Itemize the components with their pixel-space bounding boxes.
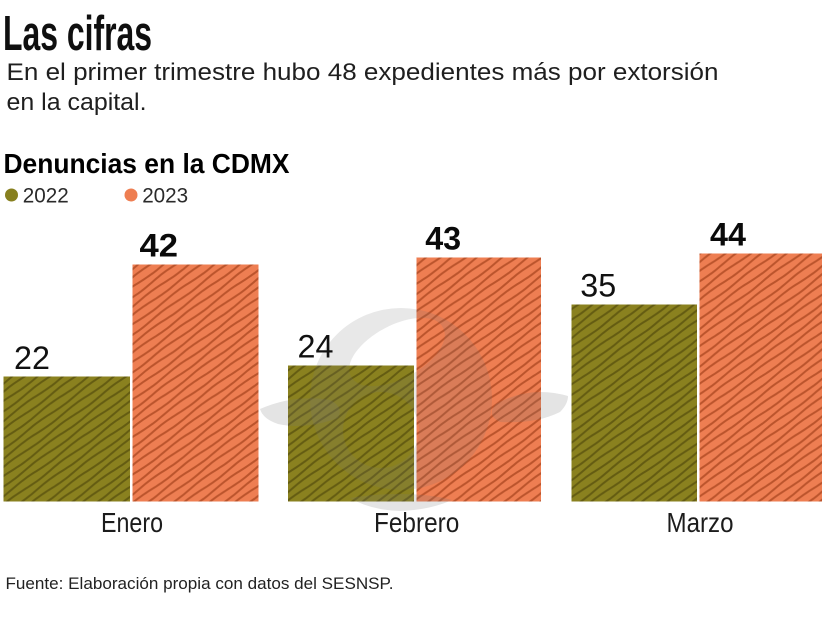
svg-text:En el primer trimestre hubo 48: En el primer trimestre hubo 48 expedient… bbox=[7, 59, 719, 86]
svg-text:Marzo: Marzo bbox=[667, 507, 734, 538]
svg-text:2022: 2022 bbox=[23, 185, 69, 208]
svg-text:44: 44 bbox=[710, 217, 746, 253]
svg-text:42: 42 bbox=[140, 228, 179, 264]
svg-text:Enero: Enero bbox=[101, 507, 163, 538]
svg-text:35: 35 bbox=[580, 268, 616, 304]
svg-text:24: 24 bbox=[298, 329, 334, 365]
svg-text:22: 22 bbox=[14, 340, 50, 376]
svg-text:2023: 2023 bbox=[142, 185, 188, 208]
svg-text:en la capital.: en la capital. bbox=[7, 89, 147, 116]
svg-text:Febrero: Febrero bbox=[374, 507, 459, 538]
svg-text:Fuente: Elaboración propia con: Fuente: Elaboración propia con datos del… bbox=[6, 574, 394, 593]
svg-text:Denuncias en la CDMX: Denuncias en la CDMX bbox=[4, 148, 290, 179]
svg-text:43: 43 bbox=[425, 221, 461, 257]
svg-text:Las cifras: Las cifras bbox=[3, 7, 152, 61]
